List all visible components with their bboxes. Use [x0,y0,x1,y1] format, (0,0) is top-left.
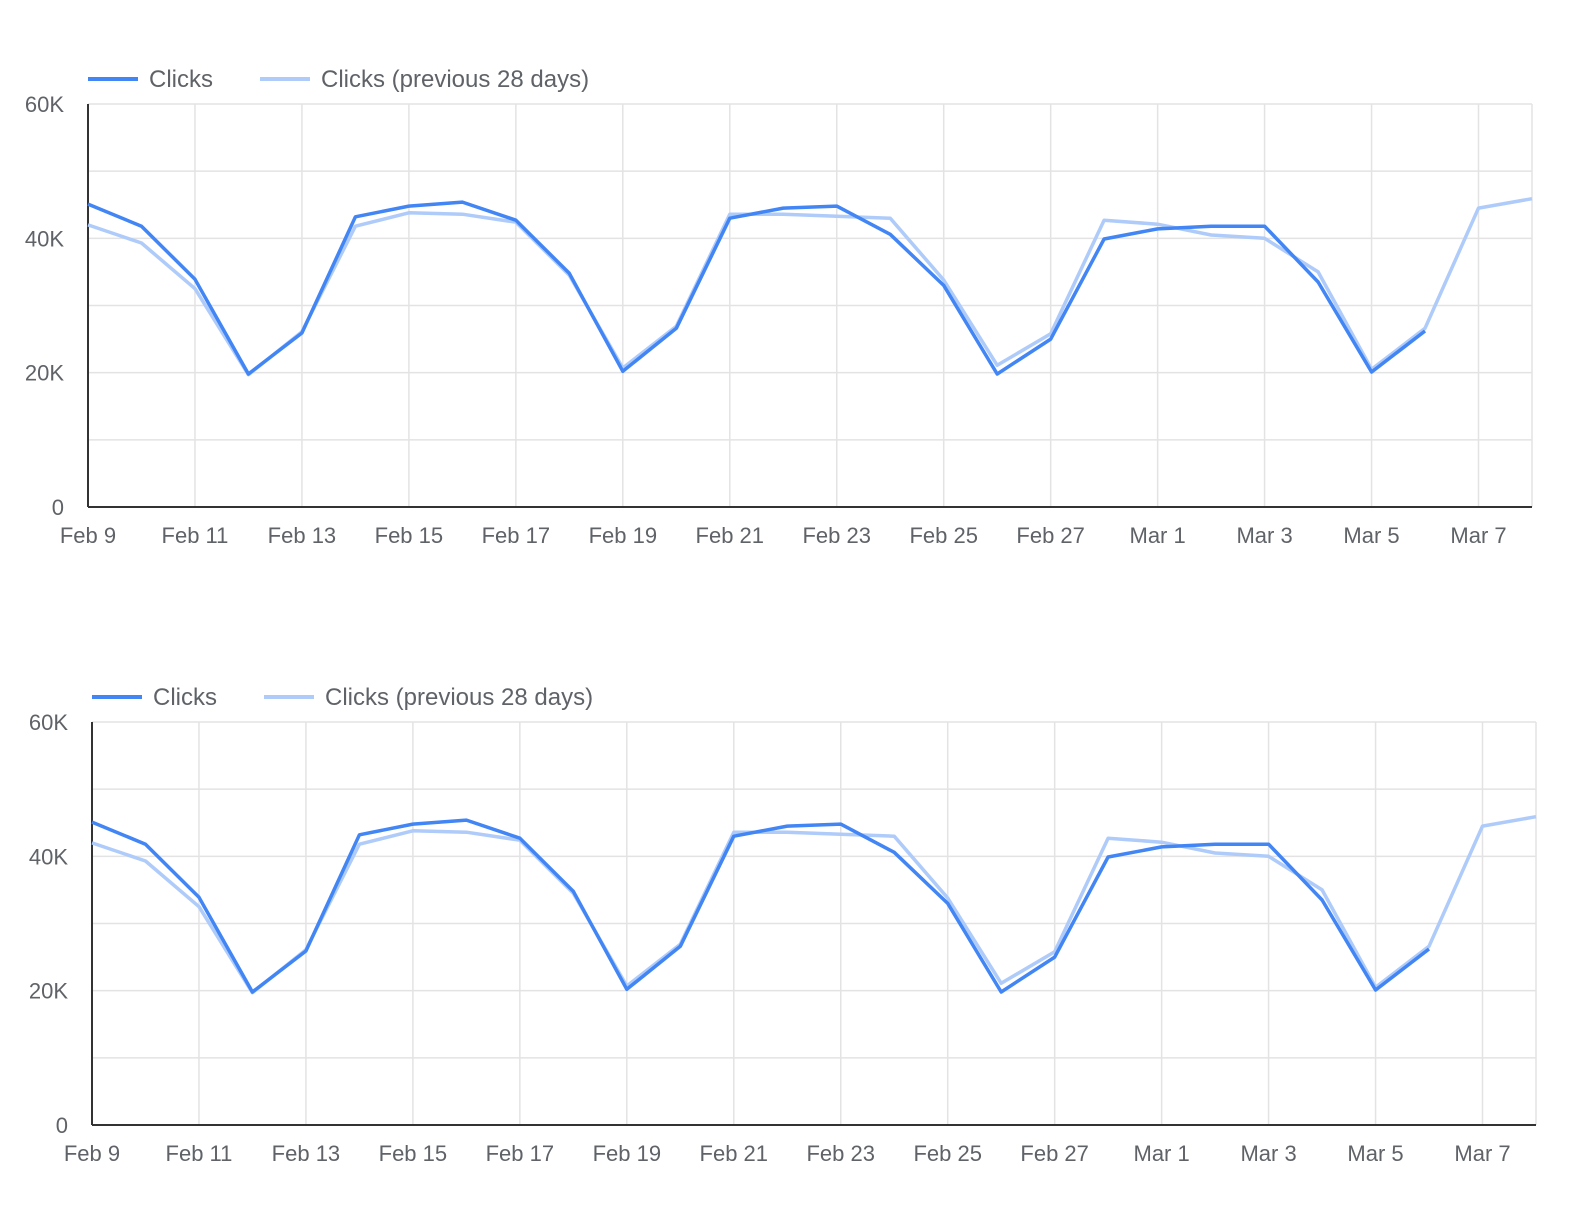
y-tick-label: 60K [25,92,64,117]
x-tick-label: Feb 11 [166,1141,233,1166]
x-tick-label: Feb 21 [700,1141,769,1166]
x-tick-label: Mar 3 [1236,523,1292,548]
x-tick-label: Feb 15 [379,1141,448,1166]
y-tick-label: 40K [25,226,64,251]
clicks-line-chart-bottom: Feb 9 Feb 11 Feb 13 Feb 15 Feb 17 Feb 19 Feb 2… [0,618,1572,1218]
y-tick-label: 20K [29,979,68,1004]
legend-label: Clicks (previous 28 days) [325,684,593,711]
y-tick-label: 0 [52,495,64,520]
x-tick-label: Feb 23 [806,1141,875,1166]
x-tick-label: Mar 5 [1347,1141,1403,1166]
series-line-clicks-previous [88,199,1532,375]
x-tick-label: Feb 21 [696,523,765,548]
x-tick-label: Feb 27 [1020,1141,1089,1166]
x-tick-label: Feb 17 [482,523,551,548]
x-tick-label: Feb 23 [802,523,871,548]
x-tick-label: Feb 13 [272,1141,341,1166]
clicks-line-chart-top: Feb 9 Feb 11 Feb 13 Feb 15 Feb 17 Feb 19 Feb 2… [0,0,1572,600]
x-tick-label: Feb 9 [60,523,116,548]
x-tick-label: Feb 17 [486,1141,555,1166]
x-tick-label: Mar 7 [1450,523,1506,548]
x-tick-label: Mar 1 [1134,1141,1190,1166]
x-tick-label: Feb 19 [593,1141,662,1166]
legend-label: Clicks (previous 28 days) [321,66,589,93]
x-tick-label: Feb 15 [375,523,444,548]
x-tick-label: Feb 9 [64,1141,120,1166]
series-line-clicks [88,202,1425,374]
x-tick-label: Feb 25 [909,523,978,548]
x-tick-label: Feb 27 [1016,523,1085,548]
x-tick-label: Mar 7 [1454,1141,1510,1166]
x-tick-label: Mar 5 [1343,523,1399,548]
x-tick-label: Feb 11 [162,523,229,548]
x-tick-label: Feb 13 [268,523,337,548]
y-tick-label: 0 [56,1113,68,1138]
x-tick-label: Mar 3 [1240,1141,1296,1166]
legend-label: Clicks [149,66,213,93]
y-tick-label: 40K [29,844,68,869]
series-line-clicks-previous [92,817,1536,993]
y-tick-label: 60K [29,710,68,735]
x-tick-label: Feb 19 [589,523,658,548]
legend-label: Clicks [153,684,217,711]
x-tick-label: Feb 25 [913,1141,982,1166]
series-line-clicks [92,820,1429,992]
y-tick-label: 20K [25,361,64,386]
x-tick-label: Mar 1 [1130,523,1186,548]
